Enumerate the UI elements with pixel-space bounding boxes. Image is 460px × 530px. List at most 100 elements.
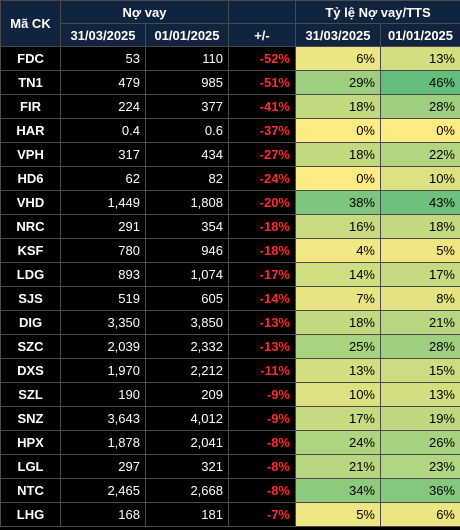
debt-value: 985 <box>145 70 229 95</box>
debt-value: 2,668 <box>145 478 229 503</box>
debt-value: 2,465 <box>60 478 146 503</box>
table-row: LGL 297 321 -8% 21% 23% <box>0 454 460 479</box>
debt-value: 53 <box>60 46 146 71</box>
table-row: DXS 1,970 2,212 -11% 13% 15% <box>0 358 460 383</box>
debt-change: -9% <box>228 382 296 407</box>
debt-value: 354 <box>145 214 229 239</box>
stock-code: HAR <box>0 118 61 143</box>
stock-code: LDG <box>0 262 61 287</box>
debt-ratio: 10% <box>295 382 381 407</box>
table-row: SJS 519 605 -14% 7% 8% <box>0 286 460 311</box>
table-row: VHD 1,449 1,808 -20% 38% 43% <box>0 190 460 215</box>
debt-ratio: 5% <box>380 238 460 263</box>
debt-value: 168 <box>60 502 146 527</box>
debt-change: -13% <box>228 334 296 359</box>
table-row: NRC 291 354 -18% 16% 18% <box>0 214 460 239</box>
header-date: 01/01/2025 <box>380 23 460 47</box>
debt-ratio: 24% <box>295 430 381 455</box>
debt-value: 190 <box>60 382 146 407</box>
stock-code: NRC <box>0 214 61 239</box>
debt-change: -20% <box>228 190 296 215</box>
debt-ratio: 43% <box>380 190 460 215</box>
debt-ratio: 18% <box>295 94 381 119</box>
stock-code: SZL <box>0 382 61 407</box>
debt-value: 0.4 <box>60 118 146 143</box>
debt-ratio: 14% <box>295 262 381 287</box>
stock-code: SNZ <box>0 406 61 431</box>
table-row: NTC 2,465 2,668 -8% 34% 36% <box>0 478 460 503</box>
debt-change: -11% <box>228 358 296 383</box>
table-row: HD6 62 82 -24% 0% 10% <box>0 166 460 191</box>
debt-value: 3,643 <box>60 406 146 431</box>
stock-code: LHG <box>0 502 61 527</box>
debt-value: 946 <box>145 238 229 263</box>
debt-change: -24% <box>228 166 296 191</box>
debt-ratio: 18% <box>295 142 381 167</box>
table-row: LDG 893 1,074 -17% 14% 17% <box>0 262 460 287</box>
debt-value: 1,970 <box>60 358 146 383</box>
table-row: SZC 2,039 2,332 -13% 25% 28% <box>0 334 460 359</box>
stock-code: KSF <box>0 238 61 263</box>
debt-ratio: 10% <box>380 166 460 191</box>
debt-change: -37% <box>228 118 296 143</box>
debt-value: 377 <box>145 94 229 119</box>
debt-ratio: 23% <box>380 454 460 479</box>
debt-value: 62 <box>60 166 146 191</box>
debt-change: -8% <box>228 430 296 455</box>
table-row: KSF 780 946 -18% 4% 5% <box>0 238 460 263</box>
stock-code: TN1 <box>0 70 61 95</box>
debt-change: -27% <box>228 142 296 167</box>
debt-ratio: 7% <box>295 286 381 311</box>
stock-code: LGL <box>0 454 61 479</box>
debt-ratio: 29% <box>295 70 381 95</box>
header-debt: Nợ vay <box>60 0 229 24</box>
debt-value: 3,350 <box>60 310 146 335</box>
debt-ratio: 15% <box>380 358 460 383</box>
debt-ratio: 25% <box>295 334 381 359</box>
stock-code: SZC <box>0 334 61 359</box>
debt-ratio: 28% <box>380 94 460 119</box>
header-date: 01/01/2025 <box>145 23 229 47</box>
stock-code: HPX <box>0 430 61 455</box>
debt-value: 2,332 <box>145 334 229 359</box>
debt-value: 82 <box>145 166 229 191</box>
header-change: +/- <box>228 23 296 47</box>
debt-ratio: 0% <box>380 118 460 143</box>
debt-ratio: 28% <box>380 334 460 359</box>
debt-change: -14% <box>228 286 296 311</box>
table-row: TN1 479 985 -51% 29% 46% <box>0 70 460 95</box>
debt-value: 181 <box>145 502 229 527</box>
stock-code: DXS <box>0 358 61 383</box>
debt-value: 110 <box>145 46 229 71</box>
debt-ratio: 18% <box>380 214 460 239</box>
debt-value: 321 <box>145 454 229 479</box>
debt-ratio: 16% <box>295 214 381 239</box>
debt-change: -17% <box>228 262 296 287</box>
debt-value: 297 <box>60 454 146 479</box>
debt-value: 4,012 <box>145 406 229 431</box>
debt-ratio: 4% <box>295 238 381 263</box>
debt-ratio: 0% <box>295 118 381 143</box>
debt-ratio: 34% <box>295 478 381 503</box>
debt-value: 1,878 <box>60 430 146 455</box>
stock-code: HD6 <box>0 166 61 191</box>
header-code: Mã CK <box>0 0 61 47</box>
debt-value: 224 <box>60 94 146 119</box>
header-ratio: Tỷ lệ Nợ vay/TTS <box>295 0 460 24</box>
debt-value: 317 <box>60 142 146 167</box>
debt-change: -8% <box>228 478 296 503</box>
debt-ratio: 22% <box>380 142 460 167</box>
table-row: LHG 168 181 -7% 5% 6% <box>0 502 460 527</box>
debt-ratio: 26% <box>380 430 460 455</box>
stock-code: NTC <box>0 478 61 503</box>
debt-ratio: 38% <box>295 190 381 215</box>
debt-value: 3,850 <box>145 310 229 335</box>
debt-change: -18% <box>228 238 296 263</box>
debt-value: 0.6 <box>145 118 229 143</box>
header-date: 31/03/2025 <box>60 23 146 47</box>
debt-value: 1,074 <box>145 262 229 287</box>
table-body: FDC 53 110 -52% 6% 13% TN1 479 985 -51% 29% 46% FIR 2… <box>0 46 460 527</box>
table-row: SNZ 3,643 4,012 -9% 17% 19% <box>0 406 460 431</box>
